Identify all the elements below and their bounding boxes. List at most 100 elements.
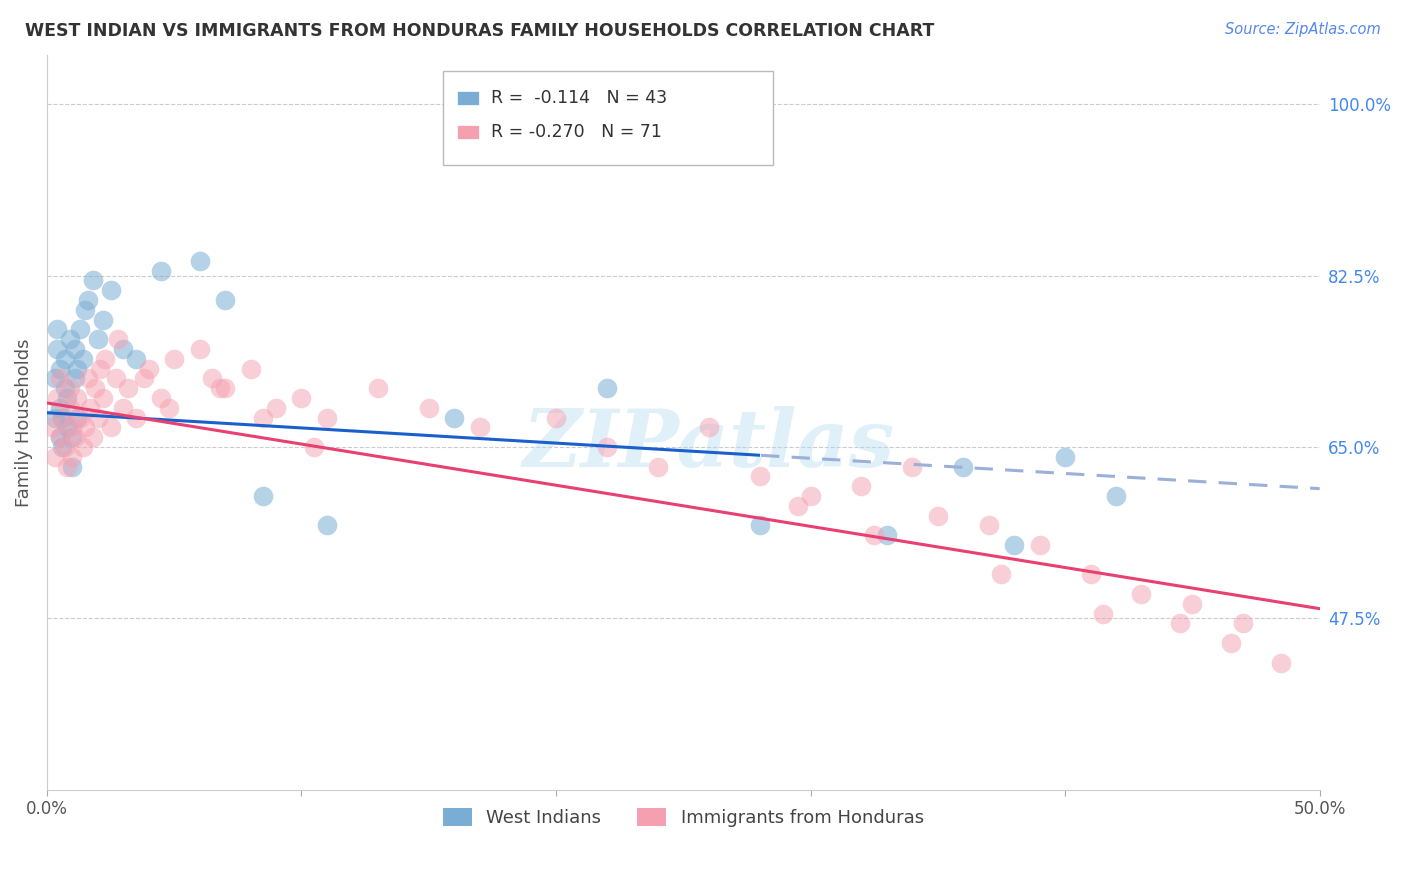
- Point: [468, 420, 491, 434]
- Point: [544, 410, 567, 425]
- Point: [66, 410, 89, 425]
- Y-axis label: Family Households: Family Households: [15, 338, 32, 507]
- Point: [157, 401, 180, 415]
- Point: [53, 351, 76, 366]
- Point: [799, 489, 821, 503]
- Point: [990, 567, 1012, 582]
- Text: Source: ZipAtlas.com: Source: ZipAtlas.com: [1225, 22, 1381, 37]
- Point: [79, 401, 101, 415]
- Point: [112, 342, 135, 356]
- Point: [1092, 607, 1115, 621]
- Point: [214, 293, 236, 307]
- Point: [48, 371, 70, 385]
- Point: [69, 410, 91, 425]
- Point: [596, 381, 619, 395]
- Point: [851, 479, 873, 493]
- Point: [63, 371, 86, 385]
- Point: [1080, 567, 1102, 582]
- Point: [1054, 450, 1077, 464]
- Point: [48, 430, 70, 444]
- Point: [138, 361, 160, 376]
- Point: [125, 351, 148, 366]
- Point: [1105, 489, 1128, 503]
- Point: [76, 371, 98, 385]
- Point: [41, 420, 63, 434]
- Point: [252, 410, 274, 425]
- Point: [1130, 587, 1153, 601]
- Point: [66, 361, 89, 376]
- Point: [63, 430, 86, 444]
- Point: [75, 302, 97, 317]
- Point: [48, 361, 70, 376]
- Text: ZIPatlas: ZIPatlas: [523, 406, 894, 483]
- Text: WEST INDIAN VS IMMIGRANTS FROM HONDURAS FAMILY HOUSEHOLDS CORRELATION CHART: WEST INDIAN VS IMMIGRANTS FROM HONDURAS …: [25, 22, 935, 40]
- Point: [44, 410, 66, 425]
- Point: [214, 381, 236, 395]
- Point: [876, 528, 898, 542]
- Point: [252, 489, 274, 503]
- Point: [316, 410, 339, 425]
- Point: [60, 459, 83, 474]
- Point: [63, 342, 86, 356]
- Point: [418, 401, 440, 415]
- Point: [748, 469, 770, 483]
- Point: [91, 391, 114, 405]
- Point: [786, 499, 808, 513]
- Point: [53, 381, 76, 395]
- Point: [748, 518, 770, 533]
- Point: [76, 293, 98, 307]
- Point: [208, 381, 231, 395]
- Point: [188, 253, 211, 268]
- Point: [443, 410, 465, 425]
- Point: [56, 391, 79, 405]
- Point: [163, 351, 186, 366]
- Point: [104, 371, 127, 385]
- Point: [901, 459, 924, 474]
- Point: [977, 518, 1000, 533]
- Point: [87, 332, 110, 346]
- Point: [150, 391, 173, 405]
- Point: [91, 312, 114, 326]
- Point: [51, 410, 73, 425]
- Point: [150, 263, 173, 277]
- Point: [367, 381, 389, 395]
- Point: [87, 410, 110, 425]
- Point: [82, 430, 104, 444]
- Point: [46, 391, 69, 405]
- Point: [1219, 636, 1241, 650]
- Point: [201, 371, 224, 385]
- Point: [66, 391, 89, 405]
- Point: [60, 430, 83, 444]
- Point: [48, 430, 70, 444]
- Point: [952, 459, 974, 474]
- Point: [60, 420, 83, 434]
- Point: [188, 342, 211, 356]
- Text: R =  -0.114   N = 43: R = -0.114 N = 43: [491, 89, 666, 107]
- Point: [264, 401, 287, 415]
- Point: [863, 528, 886, 542]
- Point: [132, 371, 155, 385]
- Point: [56, 459, 79, 474]
- Text: R = -0.270   N = 71: R = -0.270 N = 71: [491, 123, 662, 141]
- Point: [59, 381, 82, 395]
- Point: [75, 420, 97, 434]
- Point: [596, 440, 619, 454]
- Legend: West Indians, Immigrants from Honduras: West Indians, Immigrants from Honduras: [434, 798, 932, 836]
- Point: [1168, 616, 1191, 631]
- Point: [44, 371, 66, 385]
- Point: [69, 322, 91, 336]
- Point: [51, 410, 73, 425]
- Point: [84, 381, 107, 395]
- Point: [72, 351, 94, 366]
- Point: [60, 450, 83, 464]
- Point: [290, 391, 312, 405]
- Point: [100, 283, 122, 297]
- Point: [1232, 616, 1254, 631]
- Point: [647, 459, 669, 474]
- Point: [59, 401, 82, 415]
- Point: [100, 420, 122, 434]
- Point: [1181, 597, 1204, 611]
- Point: [117, 381, 139, 395]
- Point: [72, 440, 94, 454]
- Point: [59, 332, 82, 346]
